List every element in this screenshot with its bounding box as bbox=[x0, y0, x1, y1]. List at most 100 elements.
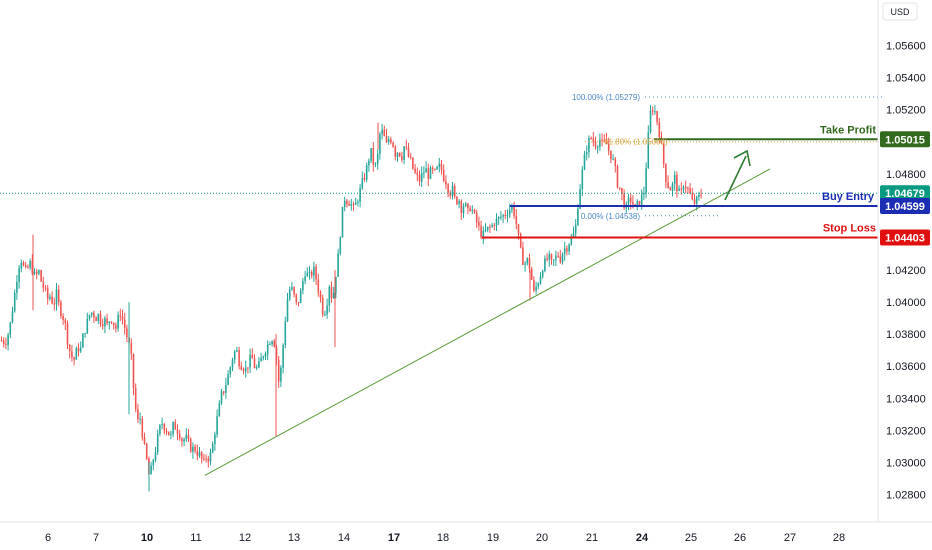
date-tick-label: 7 bbox=[93, 532, 99, 544]
candle-body bbox=[654, 111, 656, 113]
candle-body bbox=[495, 218, 498, 226]
candle-body bbox=[643, 192, 645, 195]
candle-body bbox=[621, 188, 623, 194]
candle-body bbox=[79, 347, 82, 352]
candle-body bbox=[121, 316, 124, 320]
candle-body bbox=[636, 201, 639, 205]
candle-body bbox=[227, 374, 229, 385]
candle-body bbox=[462, 206, 465, 214]
candle-body bbox=[44, 287, 47, 289]
date-tick-label: 28 bbox=[833, 532, 845, 544]
candle-body bbox=[7, 334, 9, 345]
candle-body bbox=[308, 271, 311, 273]
candle-body bbox=[57, 289, 60, 303]
candle-body bbox=[689, 188, 691, 194]
candle-body bbox=[577, 208, 579, 226]
candle-body bbox=[579, 189, 581, 209]
candle-body bbox=[119, 315, 122, 317]
candle-body bbox=[482, 230, 485, 238]
currency-button[interactable]: USD bbox=[882, 2, 918, 21]
candle-body bbox=[533, 279, 535, 291]
candle-body bbox=[284, 321, 287, 346]
candle-body bbox=[176, 429, 179, 434]
candle-body bbox=[82, 334, 84, 348]
candle-body bbox=[84, 333, 86, 335]
candle-body bbox=[220, 391, 223, 404]
candle-body bbox=[612, 158, 614, 160]
candle-body bbox=[588, 138, 590, 153]
candle-body bbox=[491, 225, 493, 227]
date-tick-label: 17 bbox=[388, 532, 400, 544]
candle-body bbox=[669, 187, 672, 191]
price-tick-label: 1.03000 bbox=[886, 457, 926, 469]
candle-body bbox=[458, 201, 460, 205]
candle-body bbox=[64, 319, 67, 324]
candle-body bbox=[693, 199, 696, 204]
current-price-badge-text: 1.04679 bbox=[885, 188, 925, 200]
candle-body bbox=[616, 166, 619, 188]
candle-body bbox=[423, 172, 425, 174]
candle-body bbox=[634, 204, 636, 206]
candle-body bbox=[552, 259, 555, 261]
candle-body bbox=[55, 289, 58, 305]
candle-body bbox=[218, 403, 221, 417]
candle-body bbox=[649, 110, 652, 133]
candle-body bbox=[557, 255, 559, 257]
candle-body bbox=[471, 209, 474, 212]
candle-body bbox=[134, 388, 137, 410]
candle-body bbox=[548, 254, 551, 260]
candle-body bbox=[513, 205, 515, 216]
price-axis[interactable]: 1.056001.054001.052001.050001.048001.046… bbox=[886, 41, 926, 502]
candle-body bbox=[62, 316, 64, 320]
candle-body bbox=[504, 215, 507, 217]
candle-body bbox=[550, 254, 553, 260]
candle-body bbox=[427, 168, 430, 179]
candle-body bbox=[405, 146, 408, 148]
candle-body bbox=[225, 384, 227, 393]
time-axis[interactable]: 6 7 10 11 12 13 14 17 18 19 20 21 24 25 26 27 28 bbox=[45, 532, 845, 544]
candle-body bbox=[66, 323, 69, 345]
candle-body bbox=[346, 200, 348, 205]
candle-body bbox=[475, 212, 478, 223]
candle-body bbox=[244, 367, 247, 372]
candle-body bbox=[467, 203, 469, 209]
candle-body bbox=[335, 276, 337, 293]
date-tick-label: 11 bbox=[190, 532, 201, 544]
fibonacci-layer: 100.00% (1.05279) 61.80% (1.05000) 0.00% (… bbox=[572, 93, 882, 221]
price-tick-label: 1.03600 bbox=[886, 361, 926, 373]
candle-body bbox=[566, 248, 568, 252]
candle-body bbox=[383, 129, 386, 137]
candle-body bbox=[599, 139, 601, 147]
price-tick-label: 1.05200 bbox=[886, 105, 926, 117]
candle-body bbox=[436, 166, 438, 170]
candle-body bbox=[464, 203, 467, 207]
candle-body bbox=[370, 148, 372, 161]
candle-body bbox=[678, 188, 680, 192]
candle-body bbox=[330, 286, 333, 299]
candle-body bbox=[374, 163, 377, 165]
candle-body bbox=[368, 160, 370, 166]
candle-body bbox=[585, 152, 588, 155]
candle-body bbox=[407, 147, 410, 157]
candle-body bbox=[596, 146, 599, 148]
candle-body bbox=[559, 256, 562, 263]
candle-body bbox=[198, 452, 201, 456]
candle-body bbox=[574, 225, 577, 234]
date-tick-label: 10 bbox=[141, 532, 153, 544]
candle-body bbox=[71, 351, 73, 358]
candle-body bbox=[33, 271, 36, 274]
take-profit-label: Take Profit bbox=[820, 124, 876, 136]
candle-body bbox=[447, 184, 449, 193]
candle-body bbox=[269, 344, 271, 346]
candle-body bbox=[326, 305, 328, 315]
candle-body bbox=[537, 283, 540, 287]
candle-body bbox=[291, 287, 293, 290]
candle-body bbox=[451, 185, 454, 196]
candle-body bbox=[363, 178, 366, 180]
candle-body bbox=[207, 458, 210, 462]
candle-body bbox=[77, 348, 80, 352]
candle-body bbox=[403, 146, 405, 160]
candle-body bbox=[379, 134, 381, 154]
